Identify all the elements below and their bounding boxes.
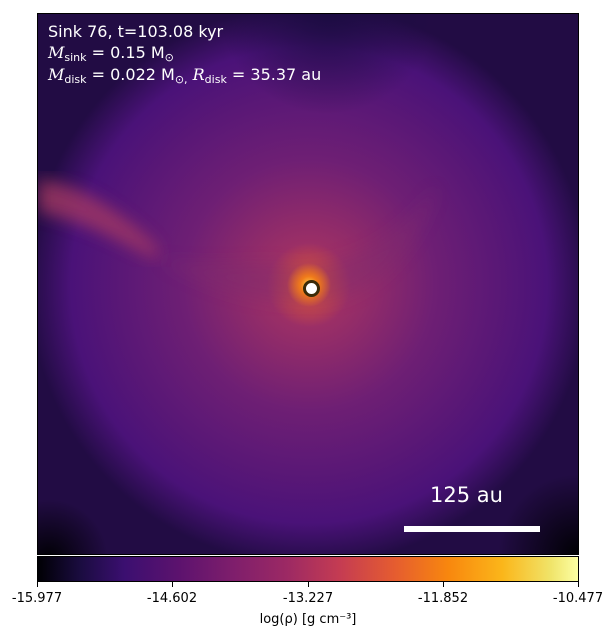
colorbar-tick-label: -10.477: [552, 591, 604, 606]
sink-mass-label: Msink = 0.15 M⊙: [48, 43, 174, 64]
colorbar-tick: [172, 582, 173, 587]
colorbar-tick: [37, 582, 38, 587]
density-map: Sink 76, t=103.08 kyr Msink = 0.15 M⊙ Md…: [37, 13, 579, 555]
colorbar-tick-label: -14.602: [146, 591, 198, 606]
colorbar-tick: [578, 582, 579, 587]
colorbar-tick-label: -11.852: [417, 591, 469, 606]
colorbar-label: log(ρ) [g cm⁻³]: [259, 612, 357, 627]
filament: [38, 179, 160, 259]
sink-title: Sink 76, t=103.08 kyr: [48, 22, 224, 41]
colorbar-tick: [308, 582, 309, 587]
disk-properties-label: Mdisk = 0.022 M⊙, Rdisk = 35.37 au: [48, 65, 322, 86]
colorbar-tick: [443, 582, 444, 587]
sink-marker: [303, 280, 320, 297]
colorbar-tick-label: -13.227: [282, 591, 334, 606]
colorbar-tick-label: -15.977: [11, 591, 63, 606]
scale-bar: [404, 526, 540, 532]
scale-bar-label: 125 au: [430, 483, 503, 507]
colorbar: [37, 556, 579, 582]
spiral-arm: [158, 184, 438, 304]
